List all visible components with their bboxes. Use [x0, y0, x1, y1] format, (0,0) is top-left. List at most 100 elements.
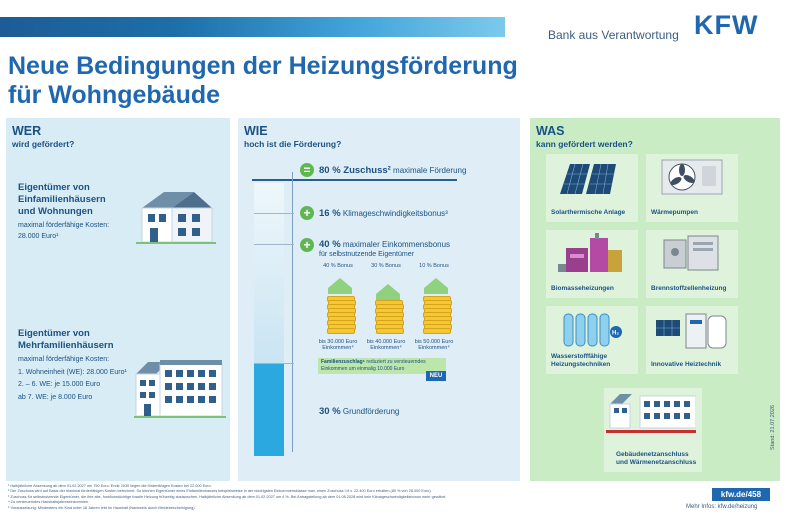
total-funding-text: maximale Förderung: [393, 166, 467, 175]
group1-title-2: Einfamilienhäusern: [18, 194, 106, 205]
equals-icon: =: [300, 163, 314, 177]
family-bonus-box: Familienzuschlag⁵ reduziert zu versteuer…: [318, 358, 446, 374]
wer-panel: WER wird gefördert? Eigentümer von Einfa…: [6, 118, 230, 481]
page-title: Neue Bedingungen der Heizungsförderung f…: [8, 52, 528, 110]
coin-stack-40: [325, 278, 356, 336]
stand-date: Stand: 21.07.2026: [770, 405, 776, 450]
footnote-4: ⁴ Zu versteuerndes Haushaltsjahreseinkom…: [8, 500, 90, 505]
klima-level-line: [254, 213, 294, 214]
tile-label: Biomasseheizungen: [551, 285, 614, 293]
grund-level-line: [254, 363, 294, 364]
new-badge: NEU: [426, 371, 446, 381]
solar-panel-icon: [560, 163, 616, 195]
biomass-heater-icon: [558, 233, 622, 272]
heat-network-icon: [606, 394, 696, 433]
bonus-caption-40: bis 30.000 Euro Einkommen⁴: [318, 339, 358, 351]
bonus-caption-40-line2: Einkommen⁴: [322, 345, 354, 351]
tile-label: Gebäudenetzanschluss und Wärmenetzanschl…: [616, 451, 696, 467]
single-family-house-icon: [136, 192, 216, 244]
footnote-5: ⁵ Voraussetzung: Mindestens ein Kind unt…: [8, 505, 196, 510]
heat-pump-icon: [661, 159, 723, 195]
klima-bonus-pct: 16 %: [319, 208, 341, 219]
footnote-2: ² Der Zuschuss wird auf Basis der maxima…: [8, 489, 432, 494]
was-panel: WAS kann gefördert werden? Solarthermisc…: [530, 118, 780, 481]
group2-title-2: Mehrfamilienhäusern: [18, 340, 114, 351]
bonus-label-40: 40 % Bonus: [323, 263, 353, 269]
wer-subheading: wird gefördert?: [12, 139, 75, 149]
tile-label: Wärmepumpen: [651, 209, 698, 217]
group2-line-3: ab 7. WE: je 8.000 Euro: [18, 393, 93, 401]
tile-label: Solarthermische Anlage: [551, 209, 625, 217]
tile-label-line2: Heizungstechniken: [551, 361, 611, 368]
plus-icon: +: [300, 206, 314, 220]
funding-bar-top-line: [252, 179, 457, 181]
more-info-link[interactable]: Mehr Infos: kfw.de/heizung: [686, 504, 758, 510]
tile-hydrogen: H₂ Wasserstofffähige Heizungstechniken: [546, 306, 638, 374]
family-bonus-title: Familienzuschlag⁵: [321, 359, 366, 365]
eink-bonus: 40 % maximaler Einkommensbonus für selbs…: [319, 240, 450, 260]
tile-innovative: Innovative Heiztechnik: [646, 306, 738, 374]
tile-label-line1: Innovative Heiztechnik: [651, 361, 722, 368]
tile-heat-pump: Wärmepumpen: [646, 154, 738, 222]
grund-funding-pct: 30 %: [319, 406, 341, 417]
tile-label: Innovative Heiztechnik: [651, 361, 721, 369]
innovative-heater-icon: [656, 313, 727, 349]
bonus-caption-10-line1: bis 50.000 Euro: [414, 339, 454, 345]
group2-cost-label: maximal förderfähige Kosten:: [18, 356, 110, 363]
tile-label-line1: Brennstoffzellenheizung: [651, 285, 727, 292]
footnote-3: ³ Zuschuss für selbstnutzende Eigentümer…: [8, 494, 447, 499]
bonus-label-10: 10 % Bonus: [419, 263, 449, 269]
tagline: Bank aus Verantwortung: [548, 28, 679, 42]
bonus-label-30: 30 % Bonus: [371, 263, 401, 269]
group1-title-3: und Wohnungen: [18, 206, 93, 217]
footnotes: ¹ Halbjährliche Absenkung ab dem 01.02.2…: [8, 484, 688, 511]
total-funding-pct: 80 % Zuschuss²: [319, 165, 391, 176]
total-funding: 80 % Zuschuss² maximale Förderung: [319, 165, 466, 176]
bonus-caption-10-line2: Einkommen⁴: [418, 345, 450, 351]
header-gradient-bar: [0, 17, 505, 37]
kfw-link-badge[interactable]: kfw.de/458: [712, 488, 770, 501]
group2-title-1: Eigentümer von: [18, 328, 90, 339]
plus-icon: +: [300, 238, 314, 252]
title-line-1: Neue Bedingungen der Heizungsförderung: [8, 52, 518, 80]
wer-heading: WER: [12, 124, 42, 138]
wie-subheading: hoch ist die Förderung?: [244, 139, 342, 149]
wie-heading: WIE: [244, 124, 268, 138]
group1-cost-value: 28.000 Euro¹: [18, 232, 59, 240]
eink-bonus-text-2: für selbstnutzende Eigentümer: [319, 251, 414, 258]
fuel-cell-icon: [663, 235, 719, 271]
multi-family-house-icon: [134, 360, 226, 418]
group2-line-1: 1. Wohneinheit (WE): 28.000 Euro¹: [18, 368, 127, 376]
coin-stack-30: [373, 278, 404, 336]
tile-label-line2: und Wärmenetzanschluss: [616, 459, 697, 466]
group1-title-1: Eigentümer von: [18, 182, 90, 193]
tile-label: Brennstoffzellenheizung: [651, 285, 726, 293]
tile-fuel-cell: Brennstoffzellenheizung: [646, 230, 738, 298]
eink-level-line: [254, 244, 294, 245]
funding-bar-base-fill: [254, 363, 284, 456]
tile-label-line1: Biomasseheizungen: [551, 285, 614, 292]
wer-group-multi: Eigentümer von Mehrfamilienhäusern maxim…: [18, 328, 127, 403]
bonus-caption-30-line2: Einkommen⁴: [370, 345, 402, 351]
was-heading: WAS: [536, 124, 565, 138]
grund-funding-text: Grundförderung: [342, 407, 400, 416]
bonus-caption-30-line1: bis 40.000 Euro: [366, 339, 406, 345]
title-line-2: für Wohngebäude: [8, 81, 221, 109]
eink-bonus-pct: 40 %: [319, 239, 341, 250]
tile-solar-thermal: Solarthermische Anlage: [546, 154, 638, 222]
tile-label-line1: Wärmepumpen: [651, 209, 698, 216]
wer-group-single: Eigentümer von Einfamilienhäusern und Wo…: [18, 182, 109, 242]
bonus-caption-30: bis 40.000 Euro Einkommen⁴: [366, 339, 406, 351]
bonus-caption-10: bis 50.000 Euro Einkommen⁴: [414, 339, 454, 351]
footnote-1: ¹ Halbjährliche Absenkung ab dem 01.02.2…: [8, 484, 212, 488]
grund-funding: 30 % Grundförderung: [319, 406, 399, 417]
tile-biomass: Biomasseheizungen: [546, 230, 638, 298]
eink-bonus-text: maximaler Einkommensbonus: [342, 240, 451, 249]
tile-label-line1: Solarthermische Anlage: [551, 209, 626, 216]
tile-label: Wasserstofffähige Heizungstechniken: [551, 353, 610, 369]
tile-label-line1: Wasserstofffähige: [551, 353, 608, 360]
svg-text:H₂: H₂: [612, 331, 619, 337]
klima-bonus: 16 % Klimageschwindigkeitsbonus³: [319, 208, 448, 219]
tile-heat-network: Gebäudenetzanschluss und Wärmenetzanschl…: [604, 388, 702, 472]
hydrogen-tank-icon: H₂: [563, 313, 622, 347]
